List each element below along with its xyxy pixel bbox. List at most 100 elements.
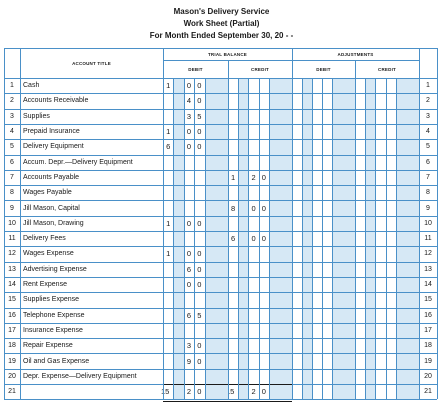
row-number-right: 9 — [426, 204, 430, 212]
account-title-header: ACCOUNT TITLE — [72, 60, 111, 66]
row-number: 1 — [10, 82, 14, 90]
row-rule — [4, 261, 437, 263]
row-rule — [4, 276, 437, 278]
tb-debit-header: DEBIT — [188, 66, 203, 72]
row-rule — [163, 384, 292, 385]
row-number-right: 11 — [424, 235, 432, 243]
row-number-right: 18 — [424, 342, 432, 350]
account-title: Prepaid Insurance — [23, 128, 80, 136]
tb-debit-digit: 0 — [197, 81, 202, 91]
column-rule — [312, 78, 314, 400]
row-number: 7 — [10, 173, 14, 181]
tb-debit-digit: 2 — [186, 387, 192, 397]
shaded-column — [395, 78, 419, 400]
column-rule — [385, 78, 387, 400]
account-title: Delivery Equipment — [23, 143, 84, 151]
column-rule — [322, 78, 324, 400]
tb-debit-digit: 0 — [197, 264, 202, 274]
row-number: 13 — [8, 265, 16, 273]
row-rule — [4, 123, 437, 125]
tb-debit-digit: 0 — [197, 249, 202, 259]
tb-debit-digit: 0 — [197, 96, 202, 106]
tb-debit-digit: 0 — [186, 142, 192, 152]
row-number-right: 17 — [424, 326, 432, 334]
adj-debit-header: DEBIT — [316, 66, 331, 72]
column-rule — [194, 78, 196, 400]
row-rule — [4, 322, 437, 324]
column-rule — [4, 48, 5, 400]
row-rule — [4, 154, 437, 156]
column-rule — [395, 78, 397, 400]
row-rule — [4, 368, 437, 370]
shaded-column — [302, 78, 313, 400]
column-rule — [20, 48, 21, 400]
account-title: Accounts Receivable — [23, 97, 89, 105]
adj-credit-header: CREDIT — [378, 66, 396, 72]
row-number-right: 19 — [424, 357, 432, 365]
row-number: 17 — [8, 326, 16, 334]
account-title — [20, 384, 166, 399]
account-title: Supplies Expense — [23, 296, 80, 304]
shaded-column — [173, 78, 184, 400]
column-rule — [332, 78, 334, 400]
tb-debit-digit: 1 — [166, 249, 171, 259]
tb-credit-digit: 8 — [231, 203, 236, 213]
account-title: Delivery Fees — [23, 235, 66, 243]
column-rule — [292, 48, 293, 400]
account-title: Wages Expense — [23, 250, 74, 258]
account-title: Telephone Expense — [23, 311, 85, 319]
tb-debit-digit: 3 — [186, 341, 192, 351]
tb-debit-digit: 6 — [186, 264, 192, 274]
tb-credit-digit: 2 — [251, 387, 256, 397]
account-title: Supplies — [23, 112, 50, 120]
row-number-right: 12 — [424, 250, 432, 258]
row-rule — [4, 48, 437, 49]
row-number-right: 8 — [426, 189, 430, 197]
row-number: 8 — [10, 189, 14, 197]
row-rule — [4, 93, 437, 95]
row-number: 2 — [10, 97, 14, 105]
tb-debit-digit: 0 — [186, 280, 192, 290]
row-number-right: 7 — [426, 173, 430, 181]
row-number-right: 2 — [426, 97, 430, 105]
row-rule — [4, 108, 437, 110]
row-rule — [4, 200, 437, 202]
account-title: Accounts Payable — [23, 173, 80, 181]
account-title: Insurance Expense — [23, 326, 83, 334]
column-rule — [258, 78, 260, 400]
column-rule — [302, 78, 304, 400]
account-title: Accum. Depr.—Delivery Equipment — [23, 158, 133, 166]
document-title: Work Sheet (Partial) — [183, 19, 260, 28]
row-number-right: 4 — [426, 128, 430, 136]
row-rule — [4, 139, 437, 141]
tb-credit-digit: 15 — [225, 387, 235, 397]
account-title: Jill Mason, Capital — [23, 204, 80, 212]
row-number: 9 — [10, 204, 14, 212]
row-number: 6 — [10, 158, 14, 166]
tb-credit-digit: 0 — [261, 234, 266, 244]
tb-debit-digit: 3 — [186, 111, 192, 121]
row-number: 12 — [8, 250, 16, 258]
row-number-right: 10 — [424, 219, 432, 227]
tb-debit-digit: 5 — [197, 111, 202, 121]
row-number: 3 — [10, 112, 14, 120]
tb-debit-digit: 0 — [186, 249, 192, 259]
tb-debit-digit: 0 — [197, 387, 202, 397]
row-number-right: 14 — [424, 281, 432, 289]
row-rule — [4, 246, 437, 248]
row-number-right: 6 — [426, 158, 430, 166]
row-number-right: 3 — [426, 112, 430, 120]
row-number: 19 — [8, 357, 16, 365]
column-rule — [355, 60, 356, 400]
period-line: For Month Ended September 30, 20 - - — [149, 31, 294, 40]
tb-debit-digit: 0 — [197, 142, 202, 152]
row-number: 4 — [10, 128, 14, 136]
row-rule — [4, 169, 437, 171]
column-rule — [173, 78, 175, 400]
column-rule — [204, 78, 206, 400]
row-number: 15 — [8, 296, 16, 304]
row-rule — [4, 215, 437, 217]
tb-debit-digit: 0 — [197, 218, 202, 228]
shaded-column — [204, 78, 228, 400]
